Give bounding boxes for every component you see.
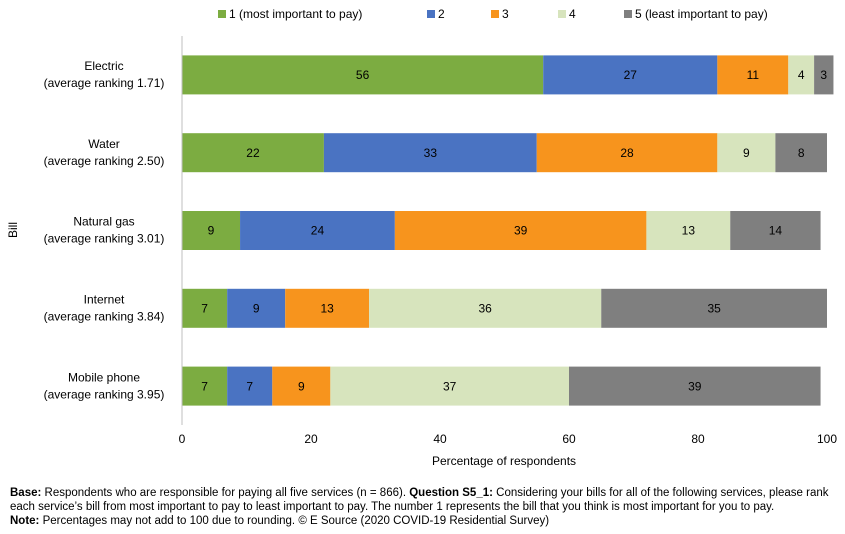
bar-segment <box>814 55 834 95</box>
note-text: Considering your bills for all of the fo… <box>10 487 829 513</box>
bar-segment <box>775 133 827 173</box>
legend-label: 1 (most important to pay) <box>229 7 362 21</box>
note-paragraph: Base: Respondents who are responsible fo… <box>10 486 840 514</box>
notes: Base: Respondents who are responsible fo… <box>10 486 840 528</box>
y-tick-label: (average ranking 2.50) <box>44 154 165 168</box>
bar-segment <box>182 366 228 406</box>
bar-segment <box>730 211 821 250</box>
note-label: Base: <box>10 487 42 499</box>
bar-segment <box>182 133 324 173</box>
legend-swatch <box>218 10 226 18</box>
bar-segment <box>240 211 395 250</box>
legend-swatch <box>427 10 435 18</box>
data-label: 7 <box>201 301 208 315</box>
data-label: 27 <box>624 68 638 82</box>
y-tick-label: Electric <box>84 59 123 73</box>
data-label: 11 <box>747 68 760 82</box>
bar-segment <box>369 288 602 328</box>
bar-segment <box>536 133 718 173</box>
x-tick-label: 40 <box>433 432 447 446</box>
bar-segment <box>182 288 228 328</box>
data-label: 39 <box>688 379 702 393</box>
bar-segment <box>182 55 544 95</box>
data-label: 22 <box>246 146 260 160</box>
data-label: 7 <box>246 379 253 393</box>
y-tick-label: (average ranking 3.84) <box>44 309 165 323</box>
bar-segment <box>227 288 286 328</box>
bar-segment <box>394 211 647 250</box>
x-tick-label: 80 <box>691 432 705 446</box>
legend-swatch <box>558 10 566 18</box>
data-label: 33 <box>424 146 438 160</box>
data-label: 9 <box>298 379 305 393</box>
legend-label: 4 <box>569 7 576 21</box>
data-label: 8 <box>798 146 805 160</box>
legend-swatch <box>624 10 632 18</box>
data-label: 13 <box>682 224 696 238</box>
bar-segment <box>717 55 789 95</box>
x-axis-label: Percentage of respondents <box>432 454 576 468</box>
x-tick-label: 60 <box>562 432 576 446</box>
data-label: 35 <box>707 301 721 315</box>
legend-label: 5 (least important to pay) <box>635 7 768 21</box>
legend-swatch <box>491 10 499 18</box>
bar-segment <box>569 366 821 406</box>
bar-segment <box>646 211 731 250</box>
y-tick-label: (average ranking 3.01) <box>44 232 165 246</box>
bar-segment <box>272 366 331 406</box>
data-label: 36 <box>478 301 492 315</box>
data-label: 28 <box>620 146 634 160</box>
bar-segment <box>227 366 273 406</box>
bar-segment <box>182 211 241 250</box>
y-tick-label: (average ranking 1.71) <box>44 76 165 90</box>
legend-label: 3 <box>502 7 509 21</box>
data-label: 56 <box>356 68 370 82</box>
x-tick-label: 100 <box>817 432 837 446</box>
data-label: 13 <box>320 301 334 315</box>
bar-segment <box>285 288 370 328</box>
bar-segment <box>601 288 827 328</box>
legend-label: 2 <box>438 7 445 21</box>
y-tick-label: (average ranking 3.95) <box>44 387 165 401</box>
y-tick-label: Water <box>88 137 120 151</box>
note-label: Note: <box>10 515 40 527</box>
y-tick-label: Mobile phone <box>68 370 140 384</box>
data-label: 9 <box>253 301 260 315</box>
bar-segment <box>788 55 815 95</box>
y-tick-label: Natural gas <box>73 215 134 229</box>
y-tick-label: Internet <box>84 292 125 306</box>
x-tick-label: 0 <box>179 432 186 446</box>
bar-segment <box>717 133 776 173</box>
chart: Bill Percentage of respondents 0 20 40 60 80… <box>6 7 837 468</box>
note-paragraph: Note: Percentages may not add to 100 due… <box>10 514 840 528</box>
y-axis-label: Bill <box>6 222 20 238</box>
data-label: 39 <box>514 224 528 238</box>
note-label: Question S5_1: <box>409 487 493 499</box>
data-label: 4 <box>798 68 805 82</box>
data-label: 37 <box>443 379 457 393</box>
data-label: 3 <box>820 68 827 82</box>
data-label: 14 <box>769 224 783 238</box>
data-label: 7 <box>201 379 208 393</box>
data-label: 9 <box>743 146 750 160</box>
data-label: 9 <box>208 224 215 238</box>
bar-segment <box>330 366 569 406</box>
note-text: Respondents who are responsible for payi… <box>41 487 410 499</box>
note-text: Percentages may not add to 100 due to ro… <box>39 515 550 527</box>
bar-segment <box>543 55 718 95</box>
bar-segment <box>323 133 537 173</box>
data-label: 24 <box>311 224 325 238</box>
x-tick-label: 20 <box>304 432 318 446</box>
